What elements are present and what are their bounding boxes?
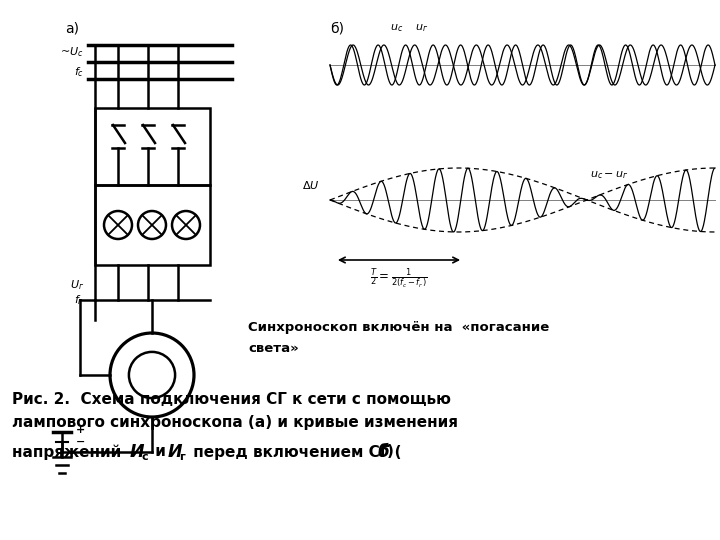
Text: $f_c$: $f_c$	[74, 65, 84, 79]
Text: напряжений: напряжений	[12, 444, 127, 460]
Text: $u_г$: $u_г$	[415, 22, 428, 34]
Text: +: +	[76, 425, 85, 435]
Text: $u_c - u_г$: $u_c - u_г$	[590, 169, 629, 181]
Text: с: с	[141, 452, 148, 462]
Text: И: И	[130, 443, 145, 461]
Text: $\frac{T}{2} = \frac{1}{2(f_c-f_г)}$: $\frac{T}{2} = \frac{1}{2(f_c-f_г)}$	[370, 266, 428, 290]
Bar	[95, 108, 210, 185]
Text: б): б)	[330, 21, 344, 35]
Text: б: б	[378, 443, 390, 461]
Text: света»: света»	[248, 341, 299, 354]
Text: $f_г$: $f_г$	[74, 293, 84, 307]
Bar	[95, 185, 210, 265]
Text: $\Delta U$: $\Delta U$	[302, 179, 320, 191]
Text: г: г	[179, 452, 185, 462]
Text: ): )	[387, 444, 394, 460]
Text: лампового синхроноскопа (а) и кривые изменения: лампового синхроноскопа (а) и кривые изм…	[12, 415, 458, 429]
Text: И: И	[168, 443, 182, 461]
Text: перед включением СГ (: перед включением СГ (	[188, 444, 402, 460]
Text: а): а)	[65, 21, 79, 35]
Text: Синхроноскоп включён на  «погасание: Синхроноскоп включён на «погасание	[248, 321, 549, 334]
Text: Рис. 2.  Схема подключения СГ к сети с помощью: Рис. 2. Схема подключения СГ к сети с по…	[12, 393, 451, 408]
Text: $U_г$: $U_г$	[70, 278, 84, 292]
Text: $u_c$: $u_c$	[390, 22, 403, 34]
Text: −: −	[76, 437, 86, 447]
Text: и: и	[150, 444, 171, 460]
Text: ~$U_c$: ~$U_c$	[60, 45, 84, 59]
